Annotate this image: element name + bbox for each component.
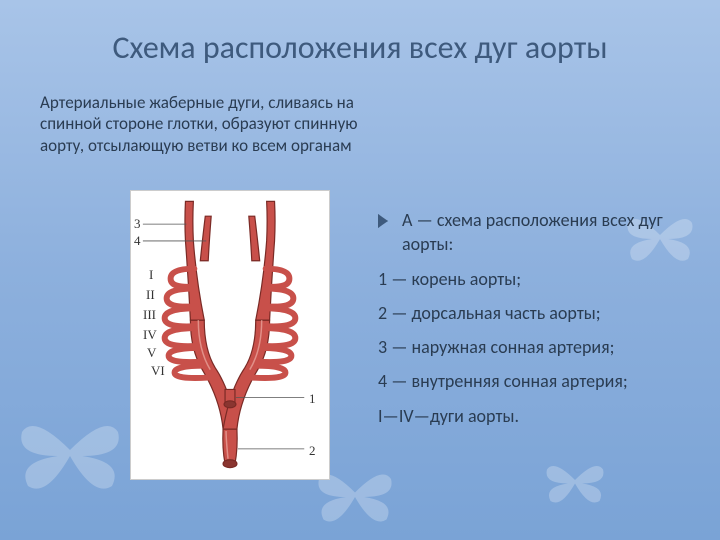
diagram-label-1: 1: [309, 391, 316, 407]
diagram-label-3: 3: [134, 216, 141, 232]
bullet-icon: [378, 214, 388, 228]
legend: A — схема расположения всех дуг аорты: 1…: [378, 208, 698, 438]
diagram-roman-5: V: [147, 345, 156, 361]
diagram-label-2: 2: [309, 443, 316, 459]
legend-item: 4 — внутренняя сонная артерия;: [378, 369, 698, 393]
legend-item: I—IV—дуги аорты.: [378, 404, 698, 428]
legend-heading: A — схема расположения всех дуг аорты:: [402, 208, 698, 257]
aorta-diagram: 3 4 I II III IV V VI 1 2: [130, 190, 330, 480]
intro-paragraph: Артериальные жаберные дуги, сливаясь на …: [40, 92, 380, 156]
diagram-roman-6: VI: [151, 363, 165, 379]
legend-item: 3 — наружная сонная артерия;: [378, 335, 698, 359]
diagram-roman-4: IV: [143, 327, 157, 343]
butterfly-decor: [10, 400, 130, 500]
diagram-roman-3: III: [143, 307, 156, 323]
legend-item: 2 — дорсальная часть аорты;: [378, 301, 698, 325]
diagram-label-4: 4: [134, 233, 141, 249]
aorta-svg: [131, 191, 329, 479]
butterfly-decor: [540, 450, 610, 510]
diagram-roman-2: II: [146, 287, 155, 303]
page-title: Схема расположения всех дуг аорты: [0, 28, 720, 67]
diagram-roman-1: I: [149, 267, 153, 283]
legend-item: 1 — корень аорты;: [378, 267, 698, 291]
